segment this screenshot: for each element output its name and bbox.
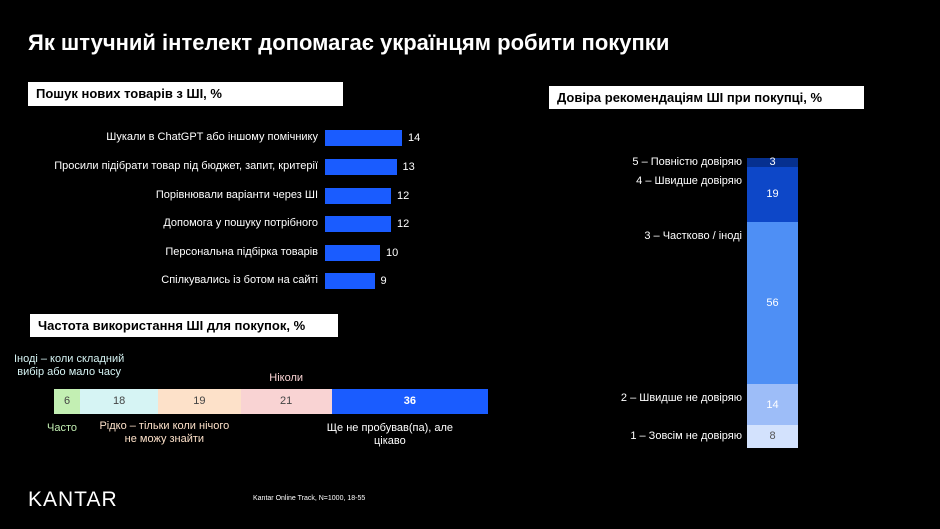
- bar: [325, 130, 402, 146]
- category-label: Спілкувались із ботом на сайті: [161, 274, 318, 286]
- bar: [325, 216, 391, 232]
- section-title: Довіра рекомендаціям ШІ при покупці, %: [549, 86, 864, 109]
- logo: KANTAR: [28, 488, 118, 511]
- segment: [54, 389, 81, 414]
- legend-label: Ще не пробував(па), але цікаво: [326, 422, 454, 447]
- category-label: Просили підібрати товар під бюджет, запи…: [54, 160, 318, 172]
- source: Kantar Online Track, N=1000, 18-55: [253, 495, 366, 502]
- segment: [240, 389, 332, 414]
- segment-value: 18: [112, 395, 126, 407]
- value-label: 14: [408, 132, 421, 144]
- section-title: Частота використання ШІ для покупок, %: [30, 314, 338, 337]
- legend-label: Ніколи: [269, 372, 304, 384]
- segment: [747, 158, 798, 167]
- category-label: Персональна підбірка товарів: [165, 246, 318, 258]
- legend-label: 3 – Частково / іноді: [644, 229, 742, 242]
- segment: [80, 389, 159, 414]
- category-label: Шукали в ChatGPT або іншому помічнику: [106, 131, 318, 143]
- value-label: 10: [386, 247, 399, 259]
- legend-label: 4 – Швидше довіряю: [636, 174, 742, 187]
- segment: [747, 384, 798, 425]
- segment-value: 56: [766, 297, 779, 309]
- value-label: 12: [397, 190, 410, 202]
- segment-value: 3: [769, 156, 776, 169]
- category-label: Порівнювали варіанти через ШІ: [155, 189, 318, 201]
- legend-label: Рідко – тільки коли нічого не можу знайт…: [99, 420, 230, 445]
- value-label: 9: [380, 275, 387, 287]
- segment: [747, 166, 798, 222]
- bar: [325, 188, 391, 204]
- bar: [325, 159, 397, 175]
- segment-value: 36: [403, 395, 416, 407]
- segment-value: 19: [193, 395, 206, 407]
- category-label: Допомога у пошуку потрібного: [163, 217, 318, 229]
- legend-label: Часто: [47, 422, 77, 434]
- segment-value: 19: [766, 188, 779, 201]
- legend-label: 1 – Зовсім не довіряю: [630, 430, 742, 443]
- segment-value: 21: [280, 395, 293, 407]
- legend-label: 5 – Повністю довіряю: [632, 156, 742, 169]
- segment: [747, 221, 798, 385]
- bar: [325, 273, 375, 289]
- segment: [747, 424, 798, 448]
- section-title: Пошук нових товарів з ШІ, %: [28, 82, 343, 106]
- slide-title: Як штучний інтелект допомагає українцям …: [28, 30, 670, 55]
- segment-value: 8: [769, 430, 776, 443]
- value-label: 12: [397, 218, 410, 230]
- legend-label: Іноді – коли складний вибір або мало час…: [13, 353, 125, 378]
- bar: [325, 245, 380, 261]
- legend-label: 2 – Швидше не довіряю: [620, 392, 742, 405]
- segment: [158, 389, 241, 414]
- segment-value: 6: [63, 395, 71, 407]
- value-label: 13: [402, 161, 415, 173]
- segment-value: 14: [766, 398, 779, 411]
- segment: [331, 389, 488, 414]
